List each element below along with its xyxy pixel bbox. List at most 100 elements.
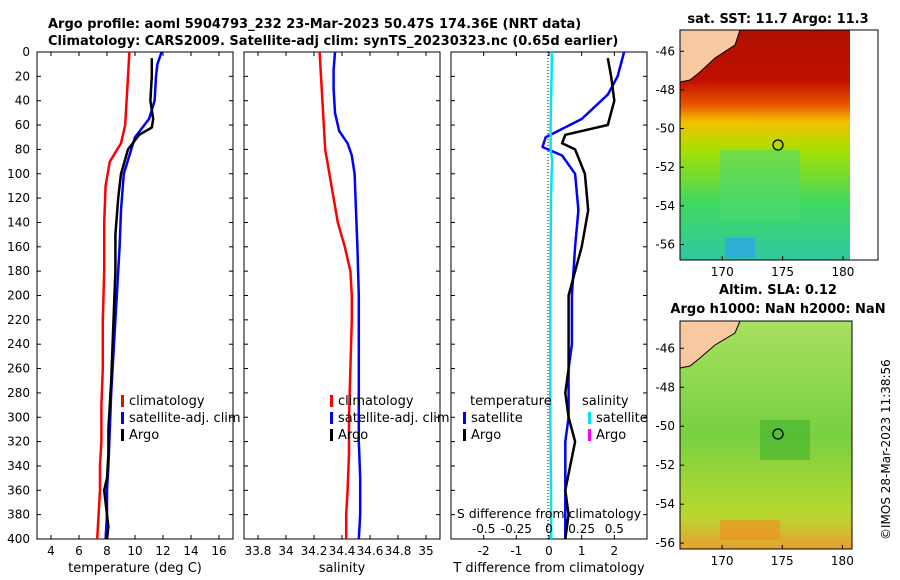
- map-y-tick-label: -56: [655, 536, 675, 550]
- x-tick-label: 1: [578, 544, 586, 558]
- sst-map-title: sat. SST: 11.7 Argo: 11.3: [687, 12, 868, 27]
- s-difference-tick-label: 0: [545, 522, 553, 536]
- legend-s-satellite-swatch: [588, 412, 591, 424]
- sst-ticks: 170 175 180 -46 -48 -50 -52 -54 -56: [655, 44, 854, 279]
- difference-panel: [450, 51, 648, 540]
- series-satellite-adj-clim: [332, 51, 362, 540]
- legend-satellite-adj: satellite-adj. clim: [338, 411, 450, 426]
- temperature-legend: climatology satellite-adj. clim Argo: [121, 394, 241, 443]
- x-tick-label: 6: [75, 544, 83, 558]
- legend-s-argo: Argo: [596, 428, 626, 443]
- depth-tick-label: 100: [7, 167, 30, 181]
- x-tick-label: -2: [478, 544, 490, 558]
- series-climatology: [318, 51, 354, 539]
- depth-tick-label: 200: [7, 289, 30, 303]
- sla-ticks: 170 175 180 -46 -48 -50 -52 -54 -56: [655, 341, 853, 568]
- depth-tick-label: 320: [7, 435, 30, 449]
- legend-satellite-swatch: [330, 412, 333, 424]
- sla-frame: [679, 320, 853, 550]
- x-tick-label: 34.6: [357, 544, 384, 558]
- legend-argo: Argo: [129, 428, 159, 443]
- x-tick-label: 12: [155, 544, 170, 558]
- x-tick-label: 35: [418, 544, 433, 558]
- depth-tick-label: 300: [7, 410, 30, 424]
- legend-argo-swatch: [121, 429, 124, 441]
- depth-tick-label: 180: [7, 264, 30, 278]
- series-temperature-satellite: [541, 51, 626, 539]
- map-y-tick-label: -46: [655, 341, 675, 355]
- sla-map-title1: Altim. SLA: 0.12: [719, 283, 837, 298]
- depth-tick-label: 260: [7, 362, 30, 376]
- legend-t-satellite: satellite: [471, 411, 523, 426]
- map-y-tick-label: -48: [655, 83, 675, 97]
- imos-watermark: ©IMOS 28-Mar-2023 11:38:56: [879, 359, 893, 540]
- s-difference-tick-label: -0.25: [501, 522, 532, 536]
- legend-salinity-heading: salinity: [582, 394, 629, 409]
- depth-tick-label: 360: [7, 483, 30, 497]
- map-y-tick-label: -46: [655, 44, 675, 58]
- map-y-tick-label: -52: [655, 458, 675, 472]
- map-y-tick-label: -54: [655, 199, 675, 213]
- x-tick-label: 33.8: [245, 544, 272, 558]
- depth-ticks: [37, 51, 647, 540]
- map-y-tick-label: -50: [655, 419, 675, 433]
- map-y-tick-label: -54: [655, 497, 675, 511]
- sst-frame: [679, 29, 879, 261]
- legend-t-satellite-swatch: [463, 412, 466, 424]
- depth-tick-label: 160: [7, 240, 30, 254]
- sst-argo-marker: [772, 139, 784, 151]
- legend-climatology-swatch: [121, 395, 124, 407]
- x-tick-label: -1: [510, 544, 522, 558]
- depth-tick-label: 140: [7, 215, 30, 229]
- depth-tick-label: 340: [7, 459, 30, 473]
- sst-map: 170 175 180 -46 -48 -50 -52 -54 -56: [655, 29, 879, 279]
- map-x-tick-label: 180: [831, 554, 854, 568]
- x-tick-label: 0: [545, 544, 553, 558]
- x-tick-label: 34.2: [301, 544, 328, 558]
- x-ticks: 4 6 8 10 12 14 16 33.8 34 34.2 34.4 34.6 34.8 35 -2 -1 0…: [47, 52, 618, 558]
- depth-tick-label: 280: [7, 386, 30, 400]
- legend-satellite-adj: satellite-adj. clim: [129, 411, 241, 426]
- sst-field: [680, 30, 850, 260]
- map-y-tick-label: -52: [655, 160, 675, 174]
- legend-temperature-heading: temperature: [470, 394, 552, 409]
- depth-tick-label: 20: [15, 69, 30, 83]
- profile-lines: [95, 51, 626, 540]
- sla-patch: [760, 420, 810, 460]
- map-x-tick-label: 175: [771, 265, 794, 279]
- series-argo: [102, 58, 155, 540]
- legend-argo: Argo: [338, 428, 368, 443]
- difference-xlabel: T difference from climatology: [452, 561, 645, 576]
- map-x-tick-label: 175: [771, 554, 794, 568]
- x-tick-label: 8: [103, 544, 111, 558]
- legend-t-argo-swatch: [463, 429, 466, 441]
- legend-s-satellite: satellite: [596, 411, 648, 426]
- x-tick-label: 34: [278, 544, 293, 558]
- depth-tick-label: 40: [15, 94, 30, 108]
- series-salinity-satellite: [549, 51, 554, 540]
- x-tick-label: 14: [183, 544, 198, 558]
- map-x-tick-label: 170: [711, 554, 734, 568]
- depth-tick-labels: 0 20 40 60 80 100 120 140 160 180 200 220 240 260 280 3…: [7, 45, 30, 546]
- depth-tick-label: 220: [7, 313, 30, 327]
- map-y-tick-label: -50: [655, 122, 675, 136]
- x-tick-label: 4: [47, 544, 55, 558]
- x-tick-label: 10: [127, 544, 142, 558]
- s-difference-label: S difference from climatology: [457, 506, 642, 521]
- x-tick-label: 34.4: [329, 544, 356, 558]
- sla-argo-marker: [772, 428, 784, 440]
- sla-land: [679, 320, 741, 369]
- map-y-tick-label: -56: [655, 238, 675, 252]
- series-climatology: [95, 51, 131, 540]
- x-tick-label: 2: [611, 544, 619, 558]
- depth-tick-label: 80: [15, 142, 30, 156]
- depth-tick-label: 380: [7, 508, 30, 522]
- depth-tick-label: 240: [7, 337, 30, 351]
- sla-map-title2: Argo h1000: NaN h2000: NaN: [670, 302, 885, 317]
- sst-no-data: [850, 30, 878, 260]
- salinity-panel: [243, 51, 441, 540]
- legend-climatology-swatch: [330, 395, 333, 407]
- x-tick-label: 16: [211, 544, 226, 558]
- sst-land: [679, 29, 741, 83]
